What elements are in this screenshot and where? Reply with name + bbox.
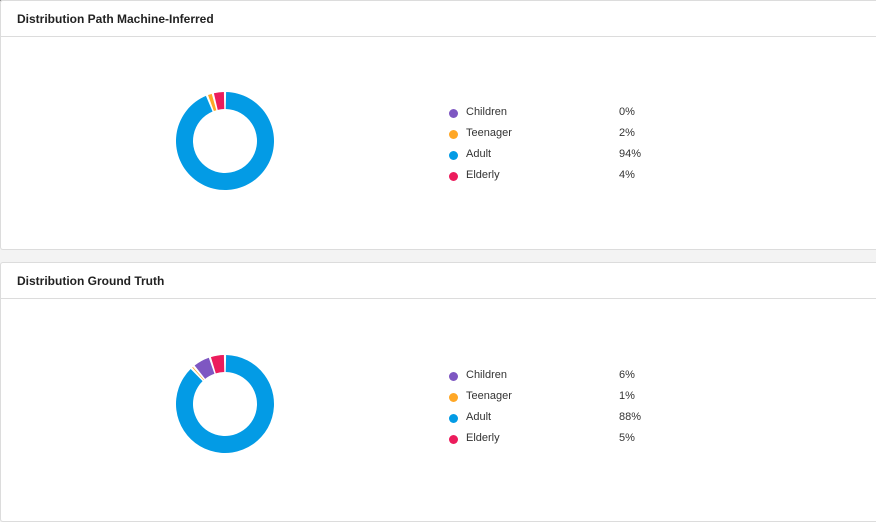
donut-slice-adult[interactable] bbox=[176, 355, 274, 453]
legend-value: 4% bbox=[619, 169, 635, 181]
donut-slice-teenager[interactable] bbox=[192, 366, 205, 381]
donut-slice-teenager[interactable] bbox=[208, 93, 217, 111]
divider bbox=[1, 36, 876, 37]
legend-value: 2% bbox=[619, 127, 635, 139]
divider bbox=[1, 298, 876, 299]
legend-item-teenager[interactable]: Teenager 1% bbox=[449, 389, 649, 410]
legend-dot-elderly-icon bbox=[449, 435, 458, 444]
legend-value: 0% bbox=[619, 106, 635, 118]
legend-item-children[interactable]: Children 6% bbox=[449, 368, 649, 389]
legend-label: Teenager bbox=[466, 127, 512, 139]
card-title: Distribution Ground Truth bbox=[17, 274, 165, 288]
legend-item-teenager[interactable]: Teenager 2% bbox=[449, 126, 649, 147]
donut-slice-adult[interactable] bbox=[176, 92, 274, 190]
legend-label: Children bbox=[466, 369, 507, 381]
chart-legend: Children 6% Teenager 1% Adult 88% Elderl… bbox=[449, 368, 649, 452]
legend-label: Adult bbox=[466, 411, 492, 423]
chart-legend: Children 0% Teenager 2% Adult 94% Elderl… bbox=[449, 105, 649, 189]
legend-item-adult[interactable]: Adult 88% bbox=[449, 410, 649, 431]
donut-slice-elderly[interactable] bbox=[213, 92, 225, 110]
legend-item-elderly[interactable]: Elderly 4% bbox=[449, 168, 649, 189]
legend-dot-adult-icon bbox=[449, 414, 458, 423]
legend-dot-teenager-icon bbox=[449, 393, 458, 402]
legend-dot-elderly-icon bbox=[449, 172, 458, 181]
legend-label: Elderly bbox=[466, 169, 500, 181]
legend-label: Children bbox=[466, 106, 507, 118]
ground-truth-distribution-card: Distribution Ground Truth Children 6% Te… bbox=[0, 262, 876, 522]
legend-value: 94% bbox=[619, 148, 642, 160]
donut-slice-children[interactable] bbox=[194, 357, 215, 379]
legend-label: Adult bbox=[466, 148, 492, 160]
legend-value: 6% bbox=[619, 369, 635, 381]
legend-dot-adult-icon bbox=[449, 151, 458, 160]
legend-dot-children-icon bbox=[449, 109, 458, 118]
legend-item-adult[interactable]: Adult 94% bbox=[449, 147, 649, 168]
donut-slice-elderly[interactable] bbox=[210, 355, 225, 374]
legend-value: 1% bbox=[619, 390, 635, 402]
legend-item-elderly[interactable]: Elderly 5% bbox=[449, 431, 649, 452]
legend-item-children[interactable]: Children 0% bbox=[449, 105, 649, 126]
legend-dot-teenager-icon bbox=[449, 130, 458, 139]
card-title: Distribution Path Machine-Inferred bbox=[17, 12, 214, 26]
donut-chart bbox=[176, 92, 274, 190]
legend-value: 88% bbox=[619, 411, 642, 423]
legend-dot-children-icon bbox=[449, 372, 458, 381]
machine-inferred-distribution-card: Distribution Path Machine-Inferred Child… bbox=[0, 0, 876, 250]
legend-value: 5% bbox=[619, 432, 635, 444]
legend-label: Teenager bbox=[466, 390, 512, 402]
donut-chart bbox=[176, 355, 274, 453]
legend-label: Elderly bbox=[466, 432, 500, 444]
